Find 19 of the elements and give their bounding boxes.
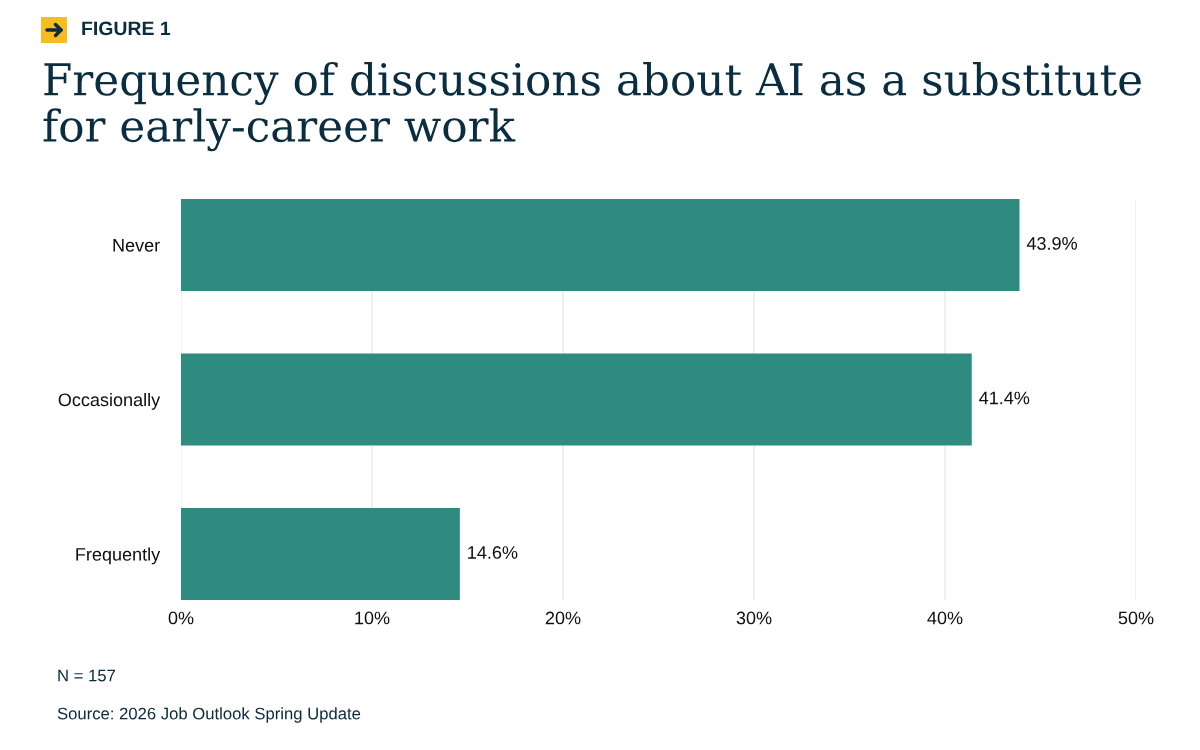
y-tick-label: Never — [113, 239, 160, 252]
x-tick-label: 50% — [1118, 611, 1154, 625]
data-label: 14.6% — [468, 546, 518, 559]
y-tick-label: Occasionally — [58, 392, 161, 410]
data-label: 43.9% — [1026, 237, 1077, 250]
data-label: 41.4% — [979, 391, 1030, 405]
bar — [181, 508, 460, 600]
y-tick-label: Frequently — [76, 547, 161, 565]
x-tick-label: 0% — [168, 611, 194, 625]
chart-title: Frequency of discussions about AI as a substitute for early-career work — [43, 62, 1141, 152]
bar — [181, 199, 1020, 291]
bar — [181, 353, 972, 446]
x-tick-label: 40% — [927, 611, 963, 625]
x-tick-label: 30% — [736, 611, 772, 625]
text: N = 157 — [58, 669, 115, 682]
caption: FIGURE 1 — [82, 21, 171, 36]
source-note: Source: 2026 Job Outlook Spring Update — [57, 707, 361, 723]
x-tick-label: 20% — [545, 611, 581, 625]
x-tick-label: 10% — [355, 611, 390, 625]
